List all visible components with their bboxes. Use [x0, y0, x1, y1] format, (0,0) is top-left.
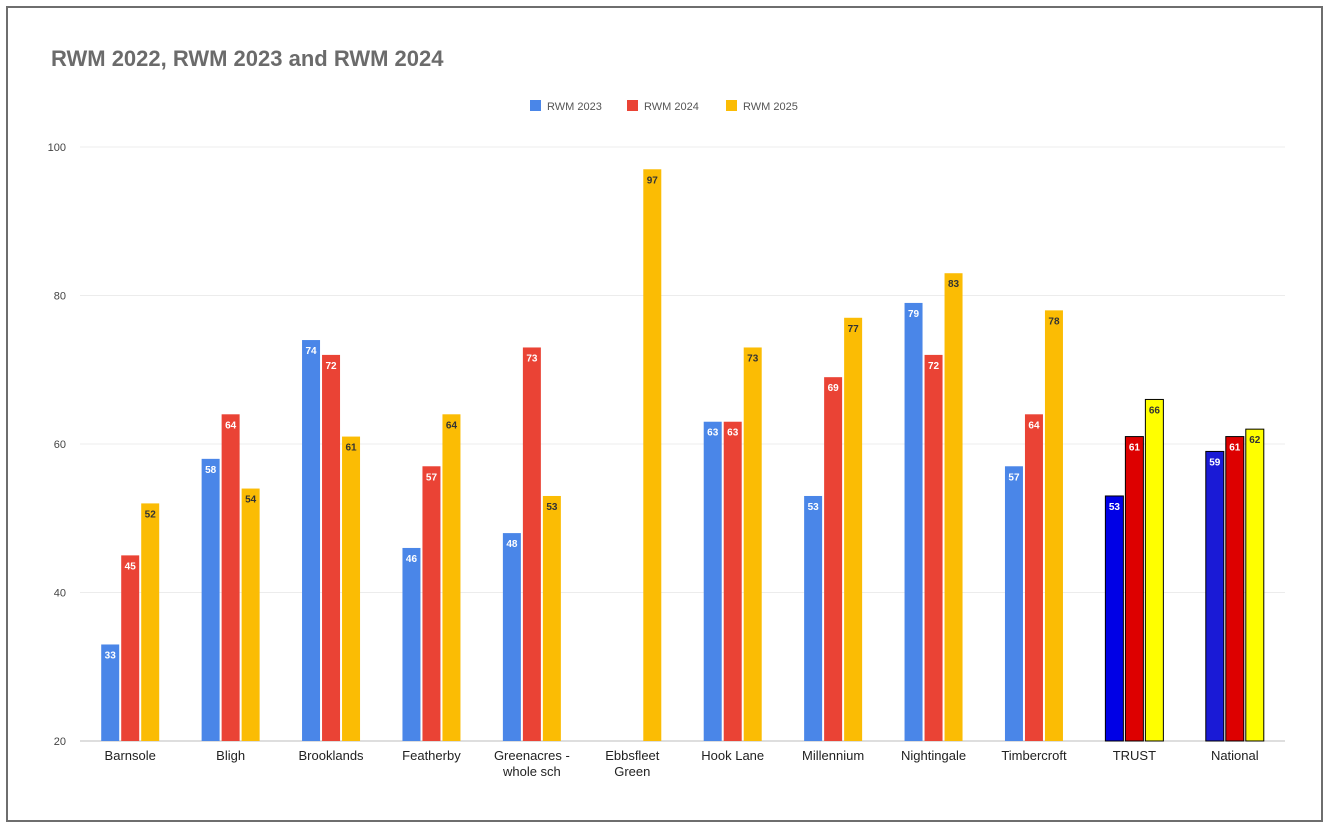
- data-label: 78: [1048, 316, 1060, 327]
- data-label: 97: [647, 175, 659, 186]
- x-tick-label: Timbercroft: [1001, 748, 1067, 763]
- x-tick-label: Nightingale: [901, 748, 966, 763]
- x-tick-label: Millennium: [802, 748, 864, 763]
- bar: [1004, 466, 1023, 741]
- legend-swatch: [627, 100, 638, 111]
- x-tick-label: Brooklands: [299, 748, 365, 763]
- bar: [804, 495, 823, 741]
- bar: [1245, 428, 1265, 742]
- data-label: 73: [526, 353, 538, 364]
- x-tick-label: Ebbsfleet: [605, 748, 660, 763]
- data-label: 57: [426, 472, 438, 483]
- data-label: 77: [848, 324, 860, 335]
- bar: [643, 169, 662, 741]
- bar: [844, 317, 863, 741]
- legend-swatch: [530, 100, 541, 111]
- x-tick-label: Hook Lane: [701, 748, 764, 763]
- data-label: 62: [1249, 435, 1261, 446]
- data-label: 64: [225, 420, 237, 431]
- data-label: 57: [1008, 472, 1020, 483]
- x-tick-label: Featherby: [402, 748, 461, 763]
- data-label: 61: [1129, 443, 1141, 454]
- y-tick-label: 100: [48, 142, 66, 154]
- data-label: 61: [345, 443, 357, 454]
- y-tick-label: 80: [54, 291, 66, 303]
- data-label: 63: [707, 428, 719, 439]
- data-label: 83: [948, 279, 960, 290]
- data-label: 53: [1109, 502, 1121, 513]
- legend-label: RWM 2023: [547, 101, 602, 113]
- data-label: 33: [105, 650, 117, 661]
- x-tick-label: Greenacres -: [494, 748, 570, 763]
- data-label: 69: [828, 383, 840, 394]
- x-tick-label: Bligh: [216, 748, 245, 763]
- data-label: 72: [928, 361, 940, 372]
- x-tick-label: TRUST: [1113, 748, 1156, 763]
- data-label: 64: [446, 420, 458, 431]
- data-label: 48: [506, 539, 518, 550]
- bar: [1124, 436, 1144, 742]
- bar: [904, 302, 923, 741]
- bar: [703, 421, 722, 741]
- bar: [1044, 310, 1063, 741]
- bar: [924, 354, 943, 741]
- data-label: 59: [1209, 457, 1221, 468]
- bar: [944, 273, 963, 741]
- data-label: 63: [727, 428, 739, 439]
- data-label: 74: [305, 346, 317, 357]
- legend-label: RWM 2024: [644, 101, 699, 113]
- bar: [121, 555, 140, 741]
- bar: [522, 347, 541, 741]
- bar: [141, 503, 160, 741]
- bar: [723, 421, 742, 741]
- bar: [342, 436, 361, 741]
- legend-label: RWM 2025: [743, 101, 798, 113]
- bar: [221, 414, 240, 741]
- data-label: 73: [747, 353, 759, 364]
- bar: [1024, 414, 1043, 741]
- chart-title: RWM 2022, RWM 2023 and RWM 2024: [51, 46, 444, 71]
- y-tick-label: 40: [54, 588, 66, 600]
- bar: [502, 533, 521, 741]
- bar: [743, 347, 762, 741]
- data-label: 72: [325, 361, 337, 372]
- data-label: 66: [1149, 405, 1161, 416]
- data-label: 53: [546, 502, 558, 513]
- bar: [422, 466, 441, 741]
- bar: [1144, 398, 1164, 742]
- bar: [542, 495, 561, 741]
- bar: [101, 644, 120, 741]
- data-label: 45: [125, 561, 137, 572]
- x-tick-label: Barnsole: [105, 748, 156, 763]
- bar: [1205, 450, 1225, 742]
- data-label: 61: [1229, 443, 1241, 454]
- data-label: 52: [145, 509, 157, 520]
- data-label: 79: [908, 309, 920, 320]
- data-label: 64: [1028, 420, 1040, 431]
- data-label: 54: [245, 495, 257, 506]
- x-tick-label: Green: [614, 764, 650, 779]
- data-label: 53: [808, 502, 820, 513]
- bar: [442, 414, 461, 741]
- data-label: 46: [406, 554, 418, 565]
- x-tick-label: whole sch: [502, 764, 561, 779]
- legend-swatch: [726, 100, 737, 111]
- bar: [402, 547, 421, 741]
- y-tick-label: 20: [54, 736, 66, 748]
- bar: [322, 354, 341, 741]
- bar: [241, 488, 260, 741]
- x-tick-label: National: [1211, 748, 1259, 763]
- bar: [1104, 495, 1124, 742]
- bar: [201, 458, 220, 741]
- data-label: 58: [205, 465, 217, 476]
- y-tick-label: 60: [54, 439, 66, 451]
- bar: [824, 377, 843, 741]
- bar: [1225, 436, 1245, 742]
- bar: [302, 340, 321, 741]
